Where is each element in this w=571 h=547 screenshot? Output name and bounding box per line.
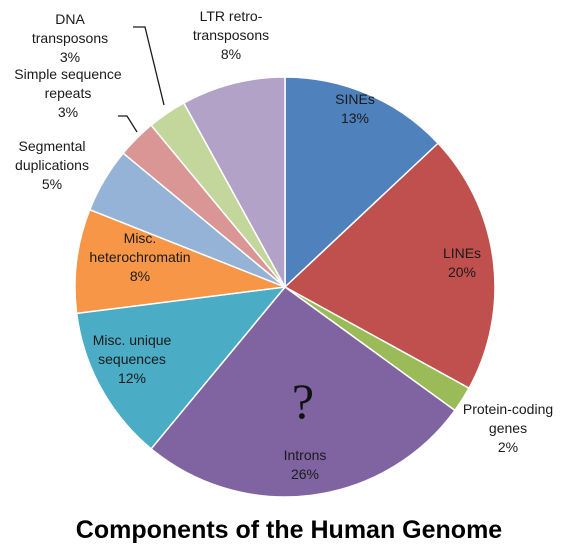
slice-misc-unique-sequences (75, 286, 287, 450)
slice-misc-heterochromatin (74, 208, 286, 315)
slice-label-lines: LINEs 20% (443, 245, 481, 280)
slice-label-introns: Introns 26% (284, 447, 327, 482)
leader-lines (118, 26, 165, 133)
slice-sines (284, 76, 440, 289)
slice-label-misc-unique-sequences: Misc. unique sequences 12% (93, 332, 172, 386)
slice-introns (150, 285, 456, 498)
slice-label-ltr-retro-transposons: LTR retro-transposons 8% (193, 8, 269, 62)
slice-label-dna-transposons: DNA transposons 3% (32, 11, 108, 65)
slice-label-protein-coding-genes: Protein-coding genes 2% (463, 401, 553, 455)
slice-labels: SINEs 13% LINEs 20% Protein-coding genes 2% Int… (14, 8, 553, 482)
question-mark-annotation: ? (292, 373, 314, 429)
slice-label-segmental-duplications: Segmental duplications 5% (15, 138, 89, 192)
slice-label-misc-heterochromatin: Misc. heterochromatin 8% (89, 230, 190, 284)
chart-title: Components of the Human Genome (76, 516, 503, 544)
slice-lines (283, 142, 496, 390)
leader-line-simple-sequence-repeats (118, 115, 138, 133)
slice-label-simple-sequence-repeats: Simple sequence repeats 3% (14, 66, 122, 120)
pie-slices (74, 76, 496, 498)
slice-ltr-retro-transposons (182, 76, 286, 288)
slice-label-sines: SINEs 13% (335, 91, 375, 126)
leader-line-dna-transposons (133, 26, 165, 106)
